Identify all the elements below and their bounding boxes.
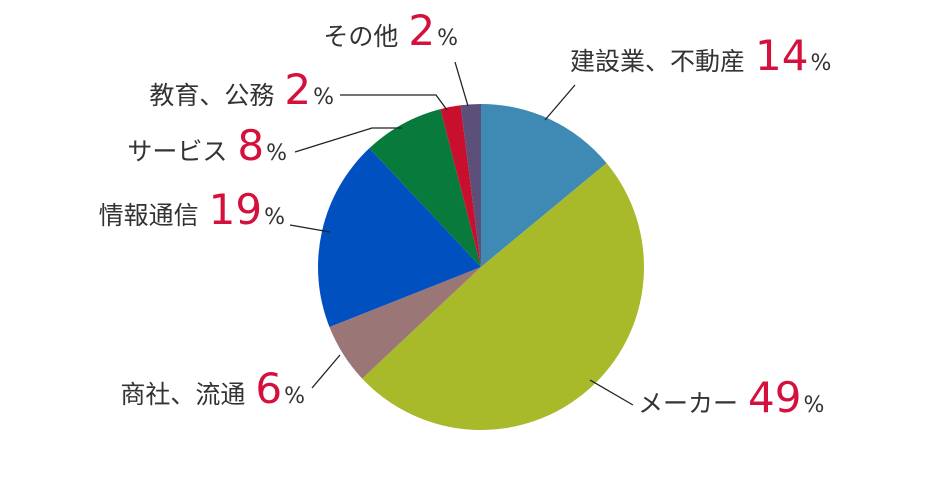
slice-label: 情報通信 19% [99, 185, 285, 234]
value-label: 2 [284, 65, 311, 114]
value-label: 8 [237, 121, 264, 170]
slice-label: メーカー 49% [638, 373, 824, 422]
value-label: 14 [755, 31, 808, 80]
pie-slice [318, 148, 481, 328]
value-label: 6 [255, 364, 282, 413]
category-label: 建設業、不動産 [570, 47, 745, 76]
pie-slice [362, 163, 645, 431]
pie-slice [369, 109, 481, 267]
category-label: 情報通信 [99, 201, 199, 230]
leader-line [311, 354, 341, 389]
category-label: その他 [323, 22, 398, 51]
category-label: サービス [127, 137, 227, 166]
value-label: 19 [209, 185, 262, 234]
slice-label: 商社、流通 6% [120, 364, 305, 413]
pie-slice [481, 104, 607, 267]
leader-line [294, 127, 402, 153]
leader-line [589, 379, 634, 406]
value-label: 49 [748, 373, 801, 422]
unit-label: % [803, 393, 824, 418]
leader-line [340, 94, 448, 111]
value-label: 2 [408, 6, 435, 55]
unit-label: % [437, 26, 458, 51]
leader-line [289, 224, 331, 233]
slice-label: 建設業、不動産 14% [570, 31, 831, 80]
pie-slice [460, 104, 481, 267]
unit-label: % [810, 51, 831, 76]
leader-line [454, 61, 469, 107]
slice-label: その他 2% [323, 6, 458, 55]
pie-slice [329, 267, 481, 379]
leader-line [544, 84, 576, 121]
pie-slice [440, 105, 481, 267]
unit-label: % [284, 384, 305, 409]
category-label: 教育、公務 [149, 81, 274, 110]
category-label: 商社、流通 [120, 380, 245, 409]
unit-label: % [313, 85, 334, 110]
slice-label: 教育、公務 2% [149, 65, 334, 114]
slice-label: サービス 8% [127, 121, 287, 170]
category-label: メーカー [638, 389, 738, 418]
unit-label: % [266, 141, 287, 166]
unit-label: % [264, 205, 285, 230]
